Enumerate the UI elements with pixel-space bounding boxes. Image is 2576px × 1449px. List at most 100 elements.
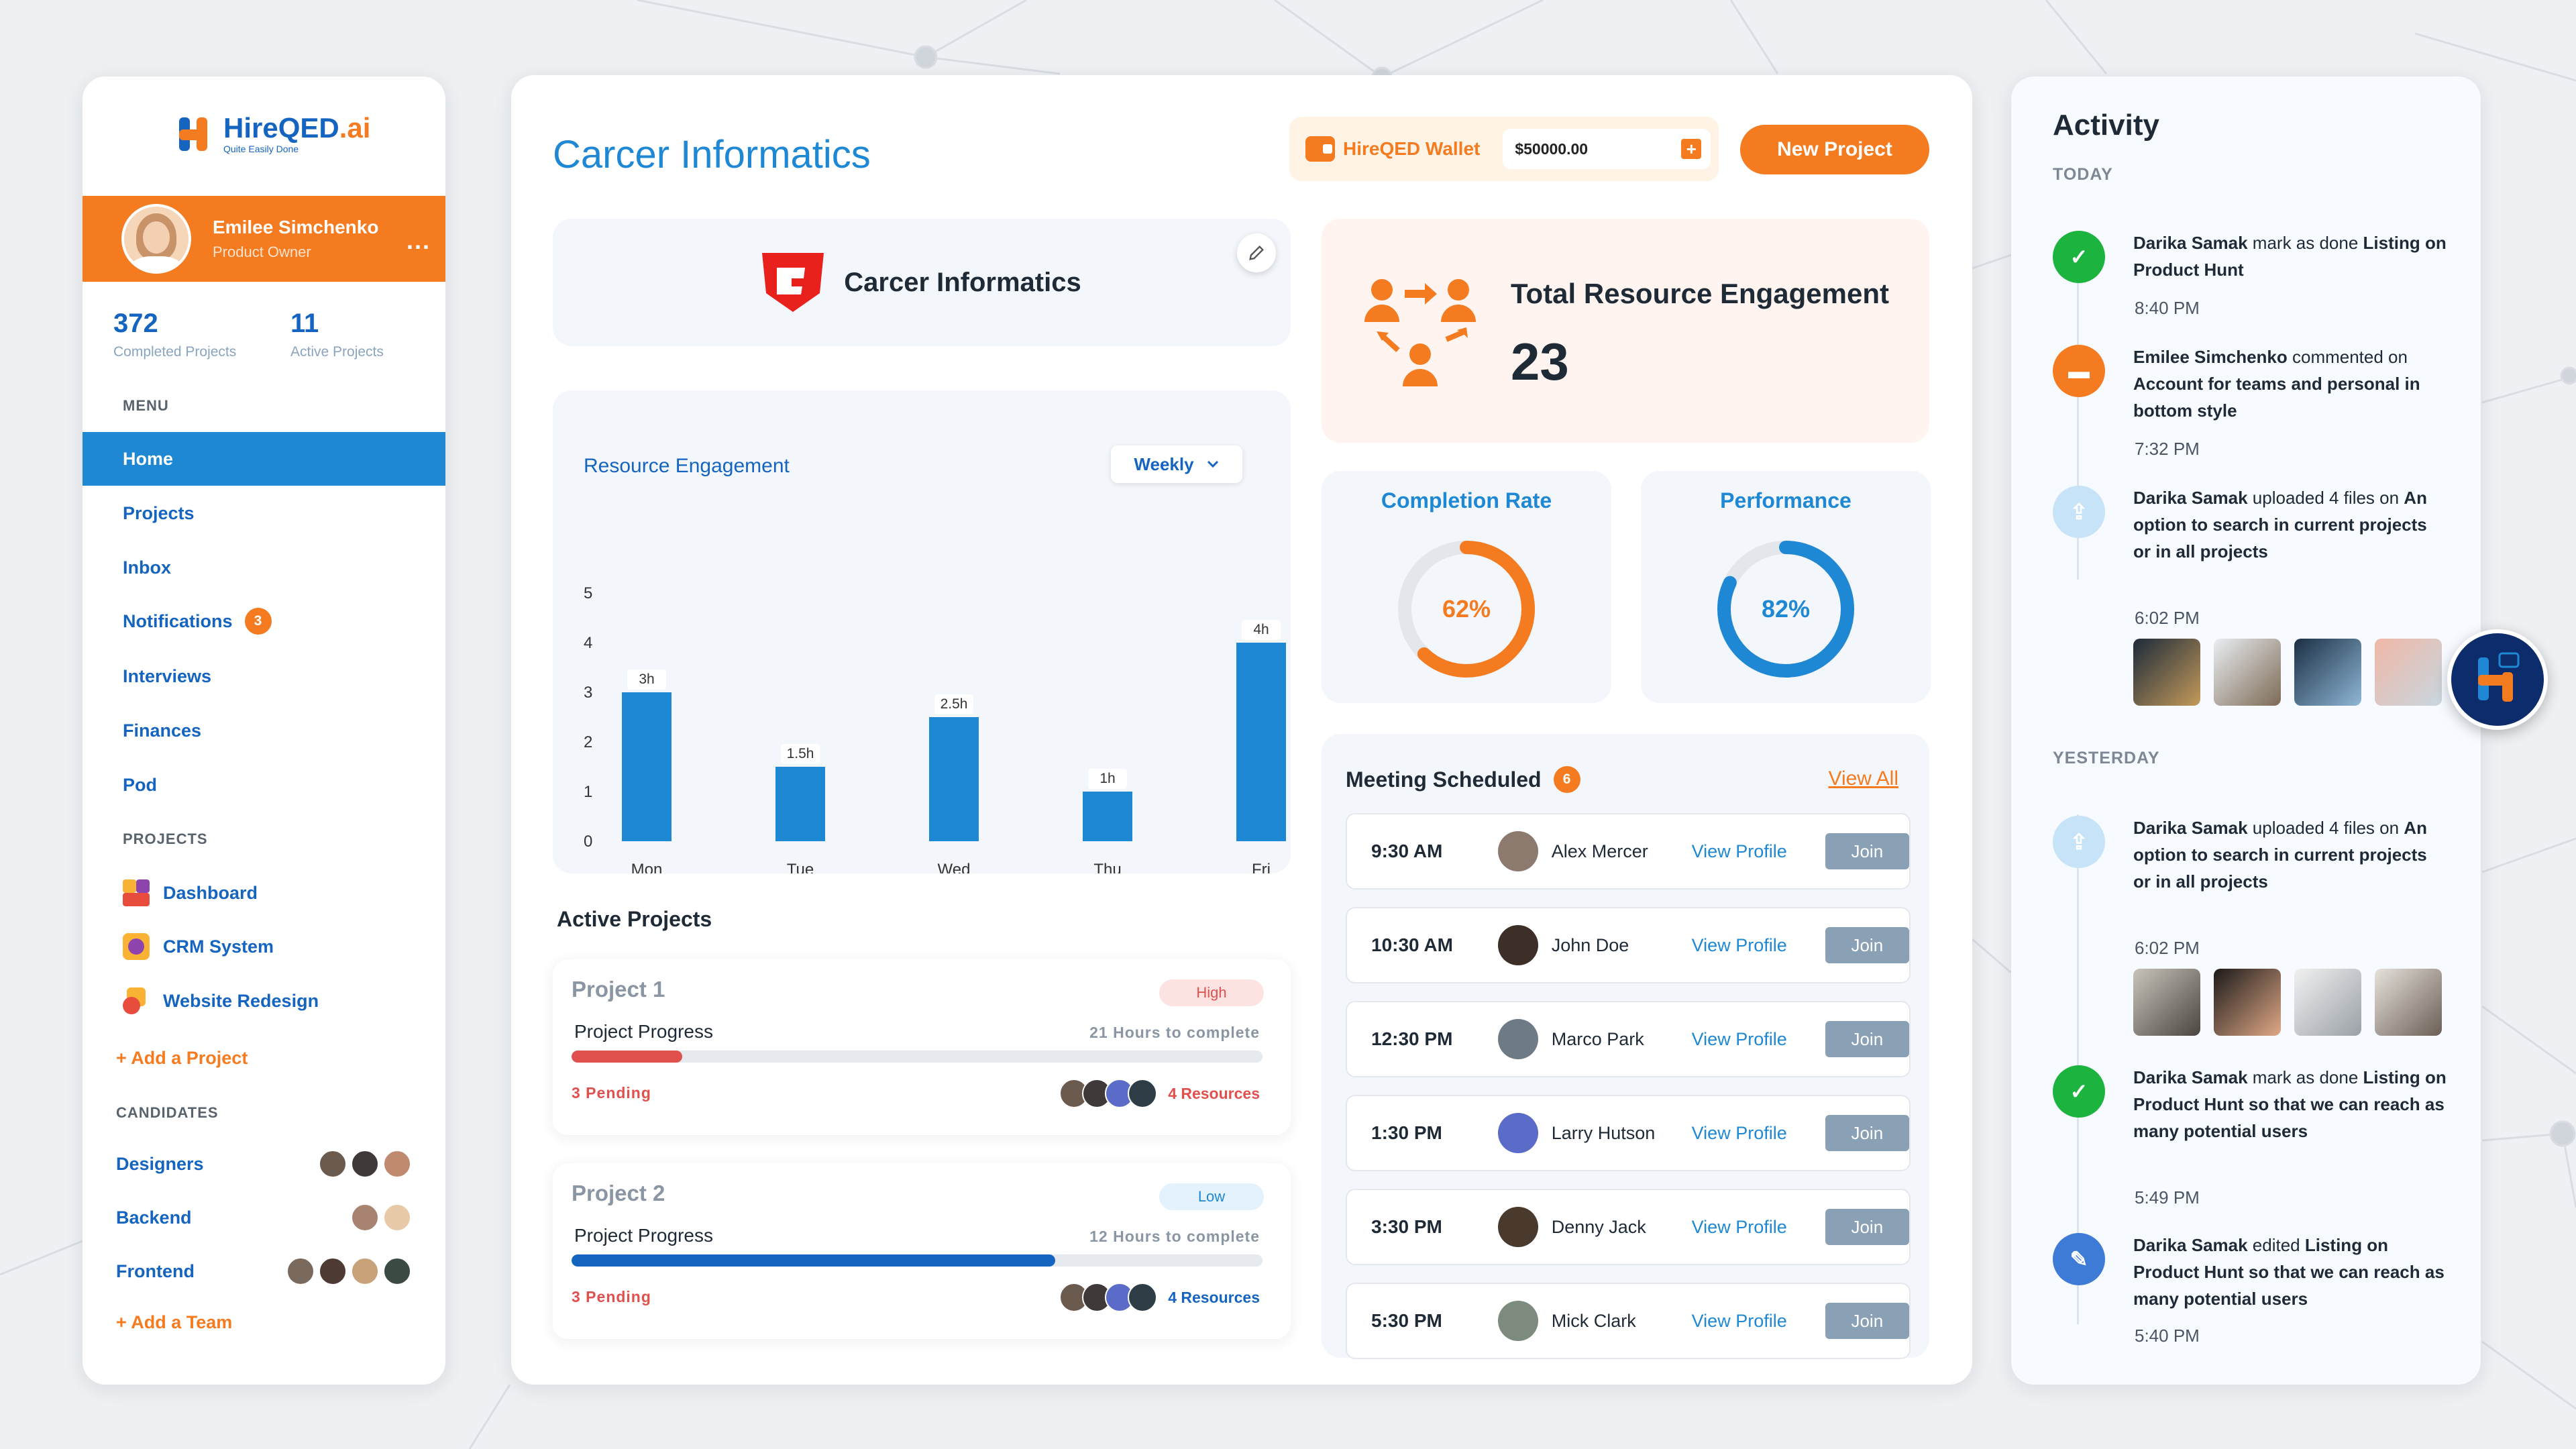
candidate-team-backend[interactable]: Backend — [116, 1203, 411, 1232]
view-profile-link[interactable]: View Profile — [1691, 934, 1787, 955]
thumbnail[interactable] — [2294, 639, 2361, 706]
assistant-floating-button[interactable] — [2447, 629, 2548, 730]
add-team-link[interactable]: + Add a Team — [116, 1312, 233, 1332]
join-button[interactable]: Join — [1825, 927, 1909, 963]
dashboard-project-icon — [123, 879, 150, 906]
nav-interviews[interactable]: Interviews — [83, 649, 445, 703]
completion-ring: 62% — [1398, 541, 1535, 678]
brand-logo[interactable]: HireQED.ai Quite Easily Done — [176, 107, 370, 161]
y-tick-label: 3 — [584, 684, 592, 702]
join-button[interactable]: Join — [1825, 833, 1909, 869]
data-label-bg — [1088, 769, 1127, 789]
resources-count: 4 Resources — [1168, 1084, 1260, 1102]
bar-chart-svg: 0 1 2 3 4 5 3h Mon 1.5h Tue 2.5h Wed 1h Thu 4h Fri — [584, 584, 1286, 873]
wallet: HireQED Wallet $50000.00 + — [1289, 117, 1719, 181]
view-profile-link[interactable]: View Profile — [1691, 1216, 1787, 1237]
progress-label: Project Progress — [574, 1225, 713, 1246]
candidate-team-frontend[interactable]: Frontend — [116, 1257, 411, 1285]
candidate-team-designers[interactable]: Designers — [116, 1150, 411, 1178]
resources: 4 Resources — [1059, 1283, 1260, 1312]
nav-home[interactable]: Home — [83, 432, 445, 486]
join-button[interactable]: Join — [1825, 1115, 1909, 1151]
y-tick-label: 2 — [584, 733, 592, 751]
new-project-button[interactable]: New Project — [1740, 125, 1929, 174]
project-item-crm[interactable]: CRM System — [123, 933, 274, 960]
actor: Darika Samak — [2133, 1235, 2248, 1255]
nav-label: Projects — [123, 502, 195, 523]
view-profile-link[interactable]: View Profile — [1691, 1028, 1787, 1049]
bar-mon[interactable] — [622, 692, 672, 841]
thumbnail[interactable] — [2375, 969, 2442, 1036]
thumbnail[interactable] — [2214, 639, 2281, 706]
view-profile-link[interactable]: View Profile — [1691, 1122, 1787, 1143]
crm-project-icon — [123, 933, 150, 960]
join-button[interactable]: Join — [1825, 1303, 1909, 1339]
wallet-icon — [1305, 136, 1335, 162]
thumbnail[interactable] — [2133, 639, 2200, 706]
project-card[interactable]: Project 2 Low Project Progress 12 Hours … — [553, 1163, 1291, 1339]
avatar — [383, 1150, 411, 1178]
progress-track — [572, 1051, 1263, 1063]
brand-name-suffix: .ai — [339, 112, 371, 144]
project-label: Dashboard — [163, 882, 258, 903]
user-more-button[interactable]: ... — [406, 227, 431, 254]
data-label-bg — [781, 744, 820, 764]
project-label: Website Redesign — [163, 990, 319, 1011]
join-button[interactable]: Join — [1825, 1209, 1909, 1245]
x-tick-label: Thu — [1093, 861, 1121, 873]
thumbnail[interactable] — [2133, 969, 2200, 1036]
wallet-label: HireQED Wallet — [1343, 138, 1481, 159]
bar-wed[interactable] — [929, 717, 979, 841]
thumbnail[interactable] — [2375, 639, 2442, 706]
avatar — [286, 1257, 315, 1285]
nav-projects[interactable]: Projects — [83, 486, 445, 540]
user-card[interactable]: Emilee Simchenko Product Owner ... — [83, 196, 445, 282]
verb: commented on — [2287, 347, 2408, 367]
progress-fill — [572, 1254, 1055, 1267]
bar-tue[interactable] — [775, 767, 825, 841]
brand-tagline: Quite Easily Done — [223, 144, 299, 154]
edit-company-button[interactable] — [1237, 233, 1276, 272]
project-item-dashboard[interactable]: Dashboard — [123, 879, 258, 906]
progress-track — [572, 1254, 1263, 1267]
view-profile-link[interactable]: View Profile — [1691, 1310, 1787, 1331]
nav-notifications[interactable]: Notifications 3 — [83, 594, 445, 648]
stat-completed: 372 Completed Projects — [113, 309, 236, 360]
avatar — [1082, 1079, 1112, 1108]
object: Account for teams and personal in bottom… — [2133, 374, 2420, 421]
y-tick-label: 1 — [584, 783, 592, 801]
activity-time: 5:49 PM — [2135, 1187, 2200, 1208]
nav-inbox[interactable]: Inbox — [83, 541, 445, 594]
period-dropdown[interactable]: Weekly — [1111, 445, 1242, 483]
meeting-row: 5:30 PM Mick Clark View Profile Join — [1346, 1283, 1911, 1359]
nav-label: Interviews — [123, 665, 212, 686]
object: An option to search in current projects … — [2133, 818, 2427, 892]
chart-title: Resource Engagement — [584, 455, 790, 477]
meeting-time: 3:30 PM — [1371, 1216, 1442, 1237]
nav-finances[interactable]: Finances — [83, 704, 445, 757]
project-item-website[interactable]: Website Redesign — [123, 987, 319, 1014]
x-tick-label: Mon — [631, 861, 663, 873]
view-profile-link[interactable]: View Profile — [1691, 841, 1787, 861]
add-project-link[interactable]: + Add a Project — [116, 1048, 248, 1068]
team-avatars — [319, 1150, 411, 1178]
data-label: 3h — [639, 672, 654, 687]
company-logo-icon — [762, 253, 824, 312]
engagement-title: Total Resource Engagement — [1511, 278, 1890, 309]
nav-pod[interactable]: Pod — [83, 758, 445, 812]
bar-thu[interactable] — [1083, 792, 1132, 841]
meeting-time: 5:30 PM — [1371, 1310, 1442, 1331]
wallet-amount: $50000.00 — [1515, 140, 1589, 158]
project-card[interactable]: Project 1 High Project Progress 21 Hours… — [553, 959, 1291, 1135]
activity-entry: Darika Samak mark as done Listing on Pro… — [2133, 229, 2449, 283]
uploaded-thumbnails — [2133, 969, 2442, 1036]
wallet-balance-field[interactable]: $50000.00 + — [1503, 129, 1711, 169]
bar-fri[interactable] — [1236, 643, 1286, 841]
thumbnail[interactable] — [2294, 969, 2361, 1036]
thumbnail[interactable] — [2214, 969, 2281, 1036]
active-projects-title: Active Projects — [557, 907, 712, 931]
wallet-add-funds-button[interactable]: + — [1681, 139, 1702, 159]
join-button[interactable]: Join — [1825, 1021, 1909, 1057]
resources: 4 Resources — [1059, 1079, 1260, 1108]
view-all-meetings-link[interactable]: View All — [1828, 767, 1898, 790]
